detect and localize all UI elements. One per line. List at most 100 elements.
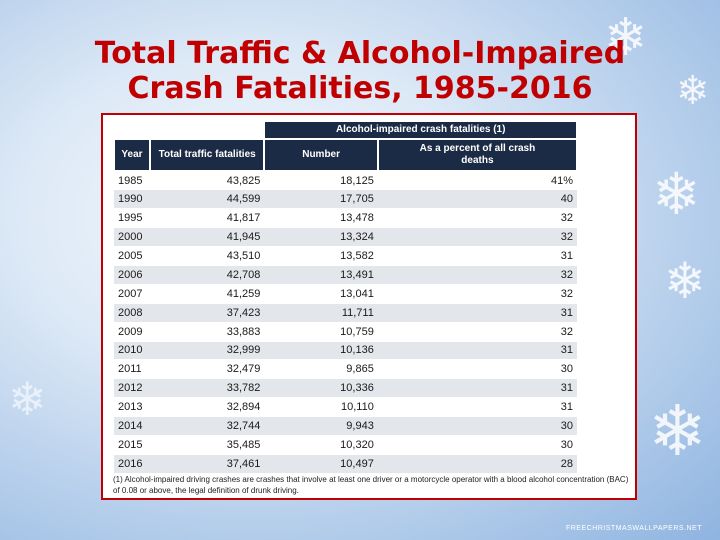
- cell-year: 1985: [114, 170, 150, 190]
- cell-year: 2010: [114, 340, 150, 360]
- cell-percent: 32: [377, 227, 577, 247]
- cell-percent: 41%: [377, 170, 577, 190]
- cell-year: 2007: [114, 283, 150, 304]
- cell-percent: 31: [377, 378, 577, 398]
- cell-percent: 32: [377, 283, 577, 304]
- cell-number: 10,320: [264, 434, 378, 455]
- footnote: (1) Alcohol-impaired driving crashes are…: [113, 475, 629, 495]
- table-row: 2013 32,894 10,110 31: [114, 397, 577, 417]
- cell-number: 17,705: [264, 189, 378, 209]
- cell-number: 10,136: [264, 340, 378, 360]
- cell-year: 2008: [114, 302, 150, 323]
- cell-total: 32,999: [149, 340, 265, 360]
- cell-total: 43,510: [149, 246, 265, 266]
- cell-year: 2005: [114, 246, 150, 266]
- cell-percent: 32: [377, 208, 577, 228]
- cell-total: 41,817: [149, 208, 265, 228]
- cell-number: 9,943: [264, 416, 378, 436]
- table-row: 2012 33,782 10,336 31: [114, 378, 577, 398]
- snowflake-icon: ❄: [648, 390, 707, 472]
- title-line-2: Crash Fatalities, 1985-2016: [127, 71, 593, 106]
- cell-percent: 32: [377, 264, 577, 285]
- cell-year: 2013: [114, 397, 150, 417]
- snowflake-icon: ❄: [604, 8, 648, 68]
- cell-number: 10,759: [264, 321, 378, 342]
- cell-total: 44,599: [149, 189, 265, 209]
- table-row: 2006 42,708 13,491 32: [114, 264, 577, 285]
- cell-percent: 28: [377, 453, 577, 474]
- column-header-number: Number: [263, 138, 379, 172]
- snowflake-icon: ❄: [8, 372, 47, 426]
- table-row: 2014 32,744 9,943 30: [114, 416, 577, 436]
- table-row: 2007 41,259 13,041 32: [114, 283, 577, 304]
- table-row: 1995 41,817 13,478 32: [114, 208, 577, 228]
- table-row: 1985 43,825 18,125 41%: [114, 170, 577, 190]
- cell-number: 13,041: [264, 283, 378, 304]
- group-header-row: Alcohol-impaired crash fatalities (1): [113, 120, 578, 140]
- cell-year: 2011: [114, 359, 150, 379]
- cell-number: 13,478: [264, 208, 378, 228]
- cell-year: 2014: [114, 416, 150, 436]
- cell-total: 32,744: [149, 416, 265, 436]
- cell-year: 2016: [114, 453, 150, 474]
- table-row: 2000 41,945 13,324 32: [114, 227, 577, 247]
- cell-percent: 40: [377, 189, 577, 209]
- table-row: 2008 37,423 11,711 31: [114, 302, 577, 323]
- cell-number: 10,497: [264, 453, 378, 474]
- cell-number: 13,491: [264, 264, 378, 285]
- cell-number: 9,865: [264, 359, 378, 379]
- column-header-year: Year: [113, 138, 151, 172]
- cell-percent: 31: [377, 302, 577, 323]
- cell-number: 18,125: [264, 170, 378, 190]
- table-row: 2010 32,999 10,136 31: [114, 340, 577, 360]
- cell-percent: 31: [377, 397, 577, 417]
- table-frame: Alcohol-impaired crash fatalities (1) Ye…: [101, 113, 637, 500]
- cell-year: 2000: [114, 227, 150, 247]
- snowflake-icon: ❄: [664, 252, 706, 310]
- cell-total: 37,461: [149, 453, 265, 474]
- cell-percent: 31: [377, 340, 577, 360]
- cell-number: 10,336: [264, 378, 378, 398]
- cell-total: 41,259: [149, 283, 265, 304]
- table-row: 2016 37,461 10,497 28: [114, 453, 577, 474]
- group-header: Alcohol-impaired crash fatalities (1): [263, 120, 578, 140]
- cell-total: 33,782: [149, 378, 265, 398]
- cell-percent: 32: [377, 321, 577, 342]
- cell-total: 37,423: [149, 302, 265, 323]
- cell-number: 13,582: [264, 246, 378, 266]
- cell-number: 10,110: [264, 397, 378, 417]
- column-header-total: Total traffic fatalities: [148, 138, 266, 172]
- cell-total: 33,883: [149, 321, 265, 342]
- cell-year: 2012: [114, 378, 150, 398]
- table-row: 1990 44,599 17,705 40: [114, 189, 577, 209]
- cell-year: 2006: [114, 264, 150, 285]
- cell-percent: 30: [377, 359, 577, 379]
- page-title: Total Traffic & Alcohol-Impaired Crash F…: [0, 36, 720, 106]
- cell-year: 2009: [114, 321, 150, 342]
- cell-number: 11,711: [264, 302, 378, 323]
- credit-watermark: FREECHRISTMASWALLPAPERS.NET: [565, 525, 702, 532]
- cell-total: 32,479: [149, 359, 265, 379]
- cell-year: 1990: [114, 189, 150, 209]
- cell-total: 32,894: [149, 397, 265, 417]
- table-row: 2009 33,883 10,759 32: [114, 321, 577, 342]
- table-container: Alcohol-impaired crash fatalities (1) Ye…: [113, 120, 579, 474]
- cell-percent: 30: [377, 416, 577, 436]
- cell-number: 13,324: [264, 227, 378, 247]
- cell-year: 2015: [114, 434, 150, 455]
- snowflake-icon: ❄: [652, 160, 701, 228]
- table-row: 2015 35,485 10,320 30: [114, 434, 577, 455]
- table-row: 2005 43,510 13,582 31: [114, 246, 577, 266]
- cell-percent: 30: [377, 434, 577, 455]
- snowflake-icon: ❄: [676, 68, 710, 114]
- column-header-percent: As a percent of all crash deaths: [376, 138, 579, 172]
- cell-year: 1995: [114, 208, 150, 228]
- cell-total: 41,945: [149, 227, 265, 247]
- column-header-row: Year Total traffic fatalities Number As …: [113, 138, 579, 172]
- title-line-1: Total Traffic & Alcohol-Impaired: [94, 36, 626, 71]
- fatalities-table: Alcohol-impaired crash fatalities (1) Ye…: [113, 120, 579, 474]
- cell-total: 43,825: [149, 170, 265, 190]
- table-row: 2011 32,479 9,865 30: [114, 359, 577, 379]
- cell-total: 42,708: [149, 264, 265, 285]
- cell-total: 35,485: [149, 434, 265, 455]
